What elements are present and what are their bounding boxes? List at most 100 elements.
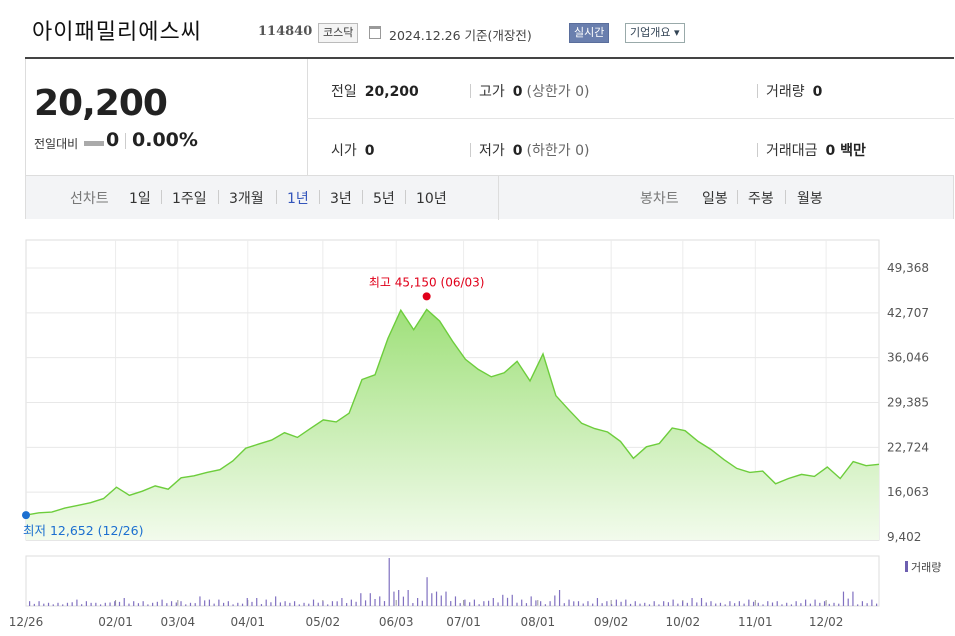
x-tick-label: 11/01 xyxy=(738,615,773,629)
volume-bar xyxy=(76,599,78,606)
volume-bar xyxy=(265,599,267,606)
volume-bar xyxy=(681,601,684,606)
prev-close-label: 전일 xyxy=(331,84,357,100)
volume-bar xyxy=(435,591,438,606)
market-badge: 코스닥 xyxy=(318,23,359,43)
volume-bar xyxy=(819,602,821,606)
volume-bar xyxy=(407,590,409,606)
volume-bar xyxy=(757,602,759,606)
tab-1year[interactable]: 1년 xyxy=(287,191,309,207)
volume-bar xyxy=(114,601,116,606)
volume-bar xyxy=(350,599,352,606)
volume-bar xyxy=(417,598,419,606)
volume-bar xyxy=(748,599,750,606)
volume-bar xyxy=(648,604,651,606)
y-tick-label: 16,063 xyxy=(887,485,929,499)
volume-bar xyxy=(450,601,452,606)
volume-bar xyxy=(838,603,840,606)
volume-bar xyxy=(592,603,594,606)
candle-chart-label: 봉차트 xyxy=(640,191,679,207)
volume-bar xyxy=(213,603,215,606)
volume-bar xyxy=(696,602,698,606)
prev-close-value: 20,200 xyxy=(364,84,419,100)
x-tick-label: 06/03 xyxy=(379,615,414,629)
volume-bar xyxy=(842,591,845,606)
tab-3month[interactable]: 3개월 xyxy=(229,191,264,207)
volume-bar xyxy=(57,602,59,606)
volume-bar xyxy=(502,594,504,606)
volume-bar xyxy=(724,604,726,606)
tab-1week[interactable]: 1주일 xyxy=(172,191,207,207)
volume-bar xyxy=(767,601,769,606)
x-tick-label: 09/02 xyxy=(594,615,629,629)
company-info-dropdown[interactable]: 기업개요 ▾ xyxy=(625,23,685,43)
min-point xyxy=(22,511,30,520)
tab-10year[interactable]: 10년 xyxy=(416,191,447,207)
volume-bar xyxy=(852,591,854,606)
divider xyxy=(737,190,738,204)
volume-bar xyxy=(601,603,603,606)
volume-bar xyxy=(511,594,513,606)
y-tick-label: 42,707 xyxy=(887,306,929,320)
volume-bar xyxy=(47,602,50,606)
volume-bar xyxy=(866,603,868,606)
volume-bar xyxy=(104,602,106,606)
volume-bar xyxy=(658,604,660,606)
volume-bar xyxy=(857,604,859,606)
volume-bar xyxy=(516,602,518,606)
volume-bar xyxy=(483,601,485,606)
max-point xyxy=(422,292,431,301)
volume-bar xyxy=(814,599,816,606)
volume-bar xyxy=(317,602,319,606)
tab-daily[interactable]: 일봉 xyxy=(702,191,728,207)
volume-bar xyxy=(241,603,244,606)
quote-grid: 전일 20,200 고가 0 (상한가 0) 거래량 0 시가 0 저가 0 (하한가 0) … xyxy=(307,59,954,175)
tab-5year[interactable]: 5년 xyxy=(373,191,395,207)
volume-bar xyxy=(223,602,225,606)
volume-bar xyxy=(563,603,565,606)
volume-bar xyxy=(738,601,740,606)
volume-bar xyxy=(464,599,466,606)
volume-bar xyxy=(743,603,745,606)
volume-bar xyxy=(109,602,111,606)
current-price: 20,200 xyxy=(34,83,168,124)
volume-bar xyxy=(374,599,376,606)
x-tick-label: 12/02 xyxy=(809,615,844,629)
volume-bar xyxy=(667,602,669,606)
volume-bar xyxy=(781,604,783,606)
volume-bar xyxy=(795,601,797,606)
volume-bar xyxy=(152,602,154,606)
y-tick-label: 22,724 xyxy=(887,440,929,454)
divider xyxy=(362,190,363,204)
realtime-button[interactable]: 실시간 xyxy=(569,23,610,43)
tab-monthly[interactable]: 월봉 xyxy=(797,191,823,207)
volume-bar xyxy=(383,601,386,606)
volume-bar xyxy=(170,601,173,606)
divider xyxy=(125,133,126,149)
volume-bar xyxy=(412,603,414,606)
volume-bar xyxy=(256,598,258,606)
volume-bar xyxy=(700,598,703,606)
y-tick-label: 36,046 xyxy=(887,351,929,365)
volume: 거래량 0 xyxy=(766,81,822,101)
volume-bar xyxy=(573,601,575,606)
y-tick-label: 9,402 xyxy=(887,530,921,544)
volume-bar xyxy=(833,602,835,606)
volume-bar xyxy=(293,601,296,606)
volume-legend-label: 거래량 xyxy=(911,561,941,574)
tab-1day[interactable]: 1일 xyxy=(129,191,151,207)
upper-limit: (상한가 0) xyxy=(526,84,590,100)
low-price: 저가 0 (하한가 0) xyxy=(479,140,589,160)
tab-3year[interactable]: 3년 xyxy=(330,191,352,207)
tab-weekly[interactable]: 주봉 xyxy=(748,191,774,207)
min-annotation: 최저 12,652 (12/26) xyxy=(23,523,143,538)
volume-bar xyxy=(615,599,617,606)
volume-bar xyxy=(729,601,731,606)
x-tick-label: 08/01 xyxy=(521,615,556,629)
volume-bar xyxy=(497,602,499,606)
volume-bar xyxy=(33,603,35,606)
volume-bar xyxy=(175,602,177,606)
volume-bar xyxy=(544,604,546,606)
x-tick-label: 05/02 xyxy=(306,615,341,629)
volume-bar xyxy=(677,603,679,606)
